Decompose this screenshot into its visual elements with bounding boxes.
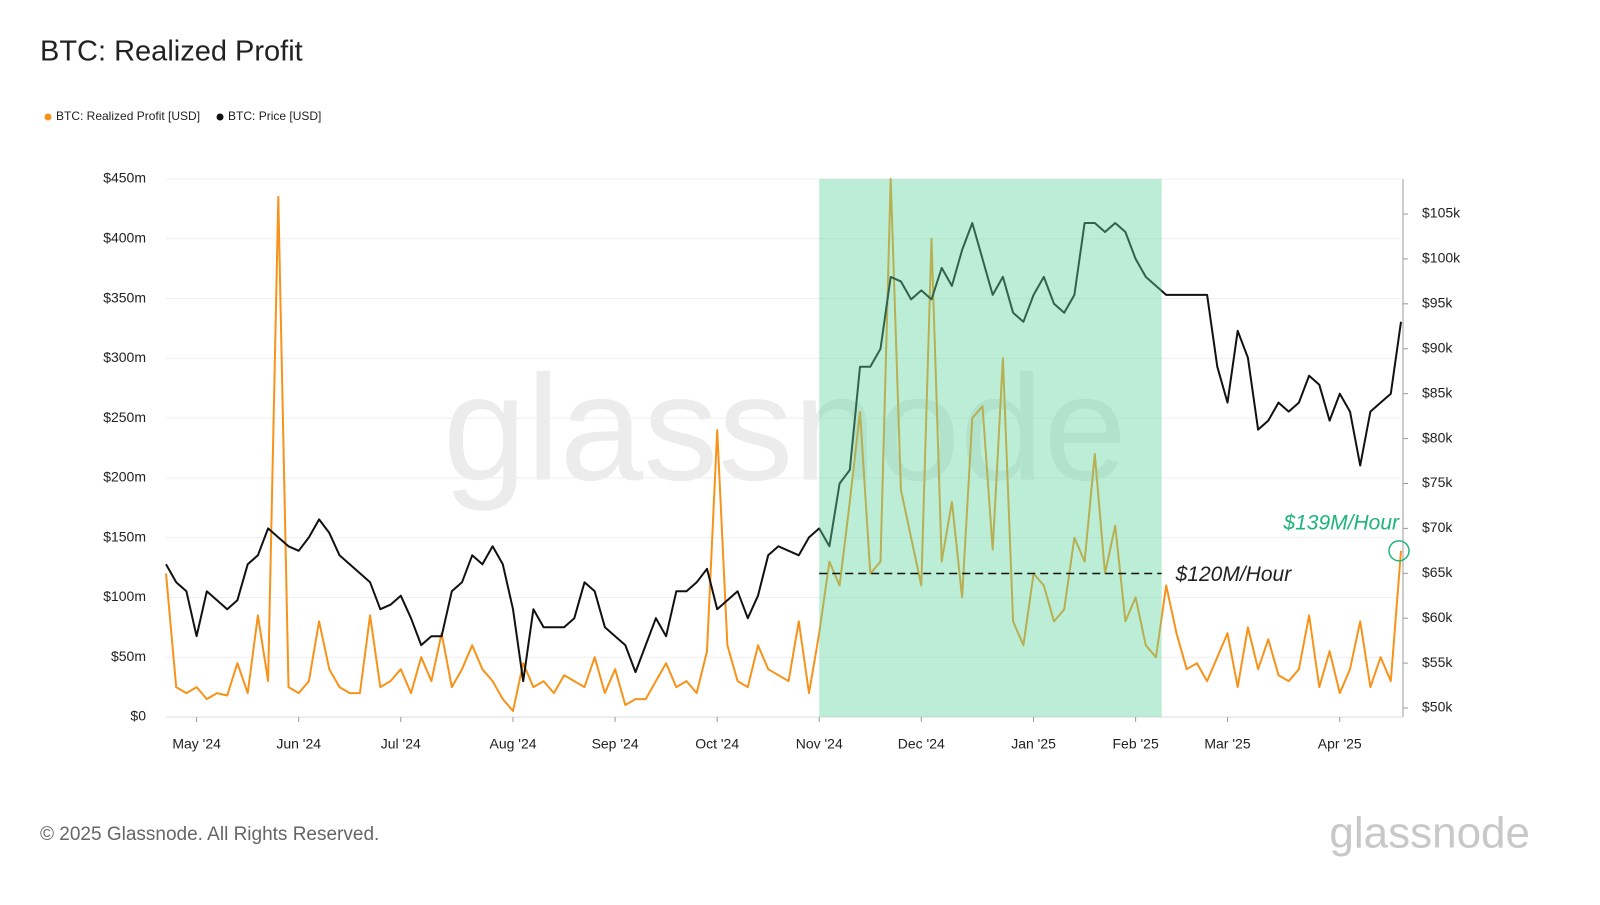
x-tick-label: Feb '25 (1112, 736, 1158, 752)
y2-tick-label: $105k (1422, 205, 1461, 221)
y2-tick-label: $80k (1422, 429, 1453, 445)
threshold-label: $120M/Hour (1175, 563, 1293, 586)
series-line (165, 178, 1402, 712)
x-tick-label: May '24 (172, 736, 221, 752)
x-tick-label: Sep '24 (592, 736, 639, 752)
y-tick-label: $0 (130, 708, 146, 724)
footer: © 2025 Glassnode. All Rights Reserved. (40, 824, 379, 845)
y2-tick-label: $75k (1422, 474, 1453, 490)
y-tick-label: $100m (103, 588, 146, 604)
x-tick-label: Oct '24 (695, 736, 739, 752)
y-tick-label: $400m (103, 229, 146, 245)
logo: glassnode (1329, 809, 1530, 858)
y2-tick-label: $50k (1422, 699, 1453, 715)
x-tick-label: Nov '24 (796, 736, 843, 752)
y2-tick-label: $100k (1422, 250, 1461, 266)
x-tick-label: Jun '24 (276, 736, 321, 752)
legend-marker (44, 113, 52, 121)
y-tick-label: $200m (103, 469, 146, 485)
highlight-region (819, 179, 1162, 717)
peak-label: $139M/Hour (1282, 511, 1400, 534)
x-tick-label: Dec '24 (898, 736, 945, 752)
x-tick-label: Apr '25 (1318, 736, 1362, 752)
y2-tick-label: $90k (1422, 339, 1453, 355)
y-tick-label: $150m (103, 528, 146, 544)
x-tick-label: Aug '24 (490, 736, 537, 752)
x-tick-label: Mar '25 (1204, 736, 1250, 752)
x-tick-label: Jan '25 (1011, 736, 1056, 752)
y2-tick-label: $95k (1422, 295, 1453, 311)
y2-tick-label: $60k (1422, 609, 1453, 625)
y-tick-label: $250m (103, 409, 146, 425)
legend-label: BTC: Price [USD] (228, 109, 321, 123)
y-tick-label: $350m (103, 289, 146, 305)
legend-label: BTC: Realized Profit [USD] (56, 109, 200, 123)
y-tick-label: $300m (103, 349, 146, 365)
y2-tick-label: $85k (1422, 384, 1453, 400)
chart-title: BTC: Realized Profit (40, 36, 303, 68)
y2-tick-label: $55k (1422, 654, 1453, 670)
y2-tick-label: $65k (1422, 564, 1453, 580)
x-tick-label: Jul '24 (381, 736, 421, 752)
y-tick-label: $50m (111, 648, 146, 664)
y-tick-label: $450m (103, 170, 146, 186)
y2-tick-label: $70k (1422, 519, 1453, 535)
series-line (165, 222, 1402, 683)
legend-marker (216, 113, 224, 121)
watermark: glassnode (443, 344, 1127, 512)
peak-marker (1388, 540, 1410, 562)
